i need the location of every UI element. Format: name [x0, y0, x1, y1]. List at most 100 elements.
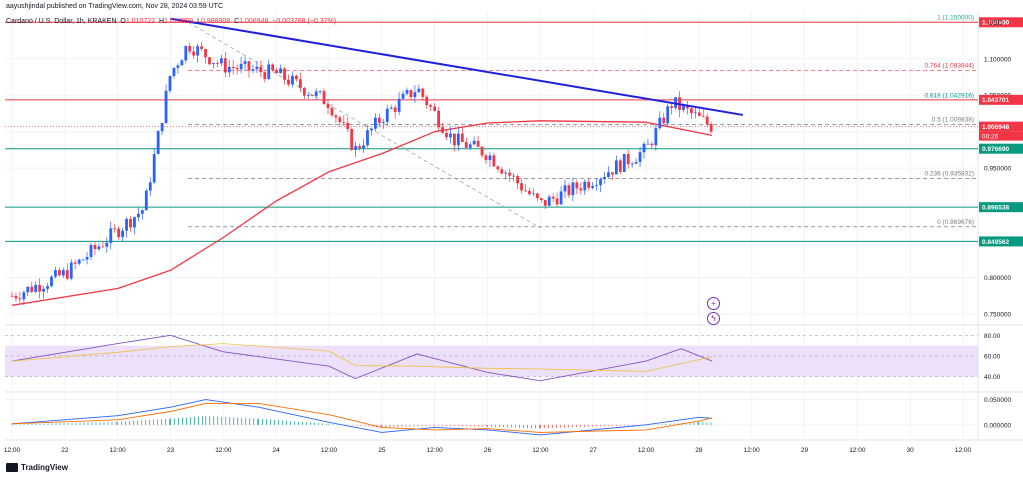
candle-body[interactable]: [693, 112, 697, 114]
candle-body[interactable]: [338, 117, 342, 123]
level-price-tag[interactable]: [979, 121, 1023, 132]
candle-body[interactable]: [662, 117, 666, 124]
candle-body[interactable]: [453, 133, 456, 146]
candle-body[interactable]: [306, 95, 310, 96]
candle-body[interactable]: [421, 88, 425, 97]
candle-body[interactable]: [22, 292, 26, 300]
candle-body[interactable]: [38, 285, 42, 292]
candle-body[interactable]: [97, 246, 101, 250]
candle-body[interactable]: [393, 107, 397, 112]
candle-body[interactable]: [709, 124, 713, 132]
candle-body[interactable]: [385, 108, 389, 122]
tradingview-logo[interactable]: TradingView: [6, 463, 68, 472]
candle-body[interactable]: [144, 190, 148, 211]
candle-body[interactable]: [295, 75, 298, 80]
candle-body[interactable]: [413, 92, 417, 98]
candle-body[interactable]: [701, 115, 705, 117]
candle-body[interactable]: [622, 153, 626, 172]
candle-body[interactable]: [543, 200, 547, 206]
level-price-tag[interactable]: [979, 143, 1023, 154]
candle-body[interactable]: [330, 107, 334, 116]
candle-body[interactable]: [362, 145, 365, 149]
candle-body[interactable]: [397, 98, 401, 112]
candle-body[interactable]: [571, 182, 575, 196]
candle-body[interactable]: [539, 198, 543, 201]
candle-body[interactable]: [208, 57, 211, 65]
candle-body[interactable]: [638, 152, 642, 162]
candle-body[interactable]: [401, 93, 405, 99]
candle-body[interactable]: [516, 176, 519, 184]
candle-body[interactable]: [65, 270, 69, 279]
candle-body[interactable]: [271, 64, 275, 71]
candle-body[interactable]: [291, 75, 294, 85]
candle-body[interactable]: [10, 295, 14, 297]
candle-body[interactable]: [358, 146, 361, 149]
candle-body[interactable]: [480, 146, 484, 156]
candle-body[interactable]: [705, 116, 709, 125]
candle-body[interactable]: [227, 66, 231, 73]
candle-body[interactable]: [58, 270, 61, 276]
candle-body[interactable]: [34, 285, 38, 292]
candle-body[interactable]: [275, 70, 279, 74]
candle-body[interactable]: [287, 79, 290, 85]
candle-body[interactable]: [381, 121, 385, 123]
candle-body[interactable]: [109, 228, 113, 243]
candle-body[interactable]: [54, 270, 57, 277]
candle-body[interactable]: [18, 298, 22, 300]
candle-body[interactable]: [500, 169, 504, 174]
candle-body[interactable]: [156, 131, 160, 155]
candle-body[interactable]: [346, 122, 350, 130]
candle-body[interactable]: [259, 66, 263, 73]
candle-body[interactable]: [140, 210, 144, 214]
lightning-icon[interactable]: ϟ: [707, 312, 720, 325]
candle-body[interactable]: [125, 219, 128, 231]
candle-body[interactable]: [690, 108, 693, 114]
candle-body[interactable]: [626, 153, 630, 165]
candle-body[interactable]: [61, 270, 65, 276]
candle-body[interactable]: [437, 110, 440, 128]
bearish-trendline[interactable]: [170, 17, 744, 116]
candle-body[interactable]: [200, 46, 203, 50]
candle-body[interactable]: [133, 217, 136, 228]
candle-body[interactable]: [389, 107, 393, 109]
candle-body[interactable]: [492, 155, 496, 167]
level-price-tag[interactable]: [979, 94, 1023, 105]
level-price-tag[interactable]: [979, 236, 1023, 247]
candle-body[interactable]: [279, 68, 282, 74]
candle-body[interactable]: [322, 91, 326, 105]
candle-body[interactable]: [666, 106, 670, 124]
candle-body[interactable]: [650, 143, 654, 146]
level-price-tag[interactable]: [979, 17, 1023, 28]
candle-body[interactable]: [441, 127, 444, 133]
candle-body[interactable]: [81, 259, 85, 261]
candle-body[interactable]: [607, 172, 610, 178]
candle-body[interactable]: [603, 177, 606, 180]
candle-body[interactable]: [255, 66, 259, 70]
candle-body[interactable]: [46, 286, 49, 289]
candle-body[interactable]: [283, 68, 286, 80]
candle-body[interactable]: [611, 172, 614, 175]
candle-body[interactable]: [251, 69, 255, 71]
candle-body[interactable]: [188, 46, 192, 52]
candle-body[interactable]: [433, 106, 437, 111]
candle-body[interactable]: [50, 276, 53, 287]
candle-body[interactable]: [547, 196, 551, 206]
candle-body[interactable]: [354, 146, 358, 150]
candle-body[interactable]: [674, 97, 677, 108]
candle-body[interactable]: [445, 132, 448, 138]
candle-body[interactable]: [334, 115, 338, 118]
candle-body[interactable]: [216, 63, 219, 64]
candle-body[interactable]: [417, 88, 421, 93]
candle-body[interactable]: [532, 193, 535, 195]
candle-body[interactable]: [634, 161, 638, 164]
candle-body[interactable]: [89, 244, 93, 257]
candle-body[interactable]: [670, 106, 674, 108]
candle-body[interactable]: [579, 188, 583, 191]
candle-body[interactable]: [235, 68, 239, 70]
candle-body[interactable]: [318, 91, 322, 92]
candle-body[interactable]: [152, 154, 156, 183]
candle-body[interactable]: [460, 133, 464, 143]
candle-body[interactable]: [366, 130, 369, 146]
candle-body[interactable]: [105, 242, 109, 247]
